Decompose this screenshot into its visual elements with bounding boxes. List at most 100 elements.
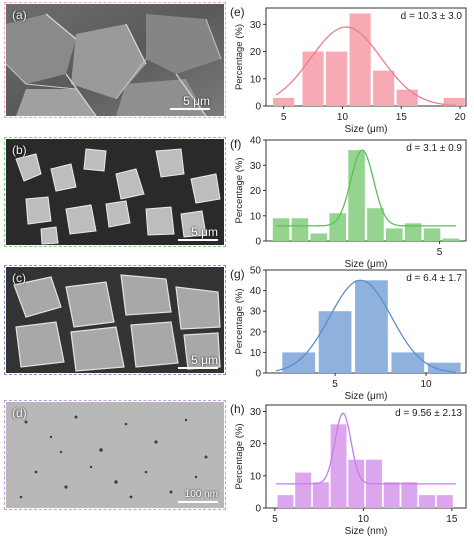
y-axis-label: Percentage (%): [234, 157, 245, 223]
scale-bar-c: [178, 367, 218, 369]
scale-label-a: 5 μm: [183, 94, 210, 108]
scale-label-b: 5 μm: [191, 225, 218, 239]
stat-label: d = 6.4 ± 1.7: [406, 273, 462, 284]
sem-panel-letter-c: (c): [12, 271, 26, 285]
histogram-bar: [272, 218, 290, 241]
histogram-bar: [318, 311, 352, 373]
sem-panel-letter-a: (a): [12, 8, 27, 22]
sem-texture-d: [6, 402, 224, 508]
gaussian-fit-line: [275, 279, 457, 373]
x-axis-label: Size (μm): [345, 259, 388, 270]
histogram-bar: [373, 70, 395, 106]
y-tick-label: 30: [250, 307, 262, 318]
sem-texture-c: [6, 267, 224, 373]
y-tick-label: 50: [250, 266, 262, 277]
x-tick-label: 10: [358, 514, 370, 525]
x-axis-label: Size (μm): [345, 124, 388, 135]
scale-label-d: 100 nm: [184, 489, 218, 500]
x-tick-label: 5: [437, 247, 443, 258]
histogram-bar: [383, 482, 400, 508]
histogram-bar: [386, 228, 403, 241]
y-tick-label: 20: [250, 47, 262, 58]
stat-label: d = 10.3 ± 3.0: [401, 11, 463, 22]
y-tick-label: 10: [250, 211, 262, 222]
histogram-bar: [277, 495, 294, 508]
stat-label: d = 3.1 ± 0.9: [406, 143, 462, 154]
y-tick-label: 0: [255, 504, 261, 515]
histogram-bar: [329, 213, 346, 241]
y-tick-label: 30: [250, 407, 262, 418]
histogram-bar: [295, 472, 312, 508]
gaussian-fit-line: [276, 149, 456, 227]
histogram-bar: [282, 352, 316, 373]
y-tick-label: 20: [250, 186, 262, 197]
y-tick-label: 20: [250, 439, 262, 450]
histogram-bar: [310, 233, 328, 241]
x-tick-label: 15: [396, 112, 408, 123]
sem-texture-b: [6, 139, 224, 245]
scale-bar-a: [170, 108, 210, 110]
scale-bar-d: [178, 501, 218, 503]
histogram-bar: [401, 482, 418, 508]
y-tick-label: 30: [250, 161, 262, 172]
histogram-bar: [442, 238, 460, 241]
sem-image-a: (a) 5 μm: [6, 4, 224, 116]
histogram-bar: [355, 280, 388, 373]
y-tick-label: 10: [250, 471, 262, 482]
histogram-bar: [348, 459, 365, 508]
scale-label-c: 5 μm: [191, 353, 218, 367]
scale-bar-b: [178, 239, 218, 241]
histogram-bar: [419, 495, 436, 508]
histogram-bar: [404, 223, 422, 241]
histogram-bar: [436, 495, 453, 508]
histogram-bar: [391, 352, 425, 373]
histogram-bar: [423, 228, 441, 241]
y-axis-label: Percentage (%): [234, 423, 245, 489]
y-tick-label: 0: [255, 237, 261, 248]
sem-panel-letter-b: (b): [12, 143, 27, 157]
histogram-bar: [326, 51, 348, 106]
y-tick-label: 0: [255, 102, 261, 113]
y-axis-label: Percentage (%): [234, 24, 245, 90]
histogram-bar: [312, 482, 329, 508]
sem-image-b: (b) 5 μm: [6, 139, 224, 245]
y-tick-label: 0: [255, 369, 261, 380]
histogram-bar: [348, 150, 365, 241]
histogram-bar: [291, 218, 309, 241]
gaussian-fit-line: [276, 412, 456, 485]
x-tick-label: 5: [281, 112, 287, 123]
histogram-bar: [367, 208, 384, 241]
y-tick-label: 40: [250, 286, 262, 297]
x-axis-label: Size (nm): [345, 526, 388, 537]
histogram-bar: [330, 424, 347, 508]
stat-label: d = 9.56 ± 2.13: [395, 408, 462, 419]
y-tick-label: 20: [250, 327, 262, 338]
y-axis-label: Percentage (%): [234, 288, 245, 354]
x-axis-label: Size (μm): [345, 391, 388, 402]
histogram-bar: [443, 97, 465, 106]
y-tick-label: 40: [250, 136, 262, 147]
y-tick-label: 10: [250, 74, 262, 85]
gaussian-fit-line: [275, 26, 457, 107]
x-tick-label: 5: [332, 379, 338, 390]
panel-label: (e): [230, 5, 245, 19]
y-tick-label: 30: [250, 20, 262, 31]
sem-panel-letter-d: (d): [12, 406, 27, 420]
x-tick-label: 10: [420, 379, 432, 390]
histogram-bar: [302, 51, 324, 106]
panel-label: (h): [230, 402, 245, 416]
histogram-bar: [396, 89, 418, 106]
histogram-bar: [349, 13, 371, 107]
histogram-bar: [427, 362, 461, 373]
sem-texture-a: [6, 4, 224, 116]
x-tick-label: 5: [272, 514, 278, 525]
y-tick-label: 10: [250, 348, 262, 359]
x-tick-label: 15: [446, 514, 458, 525]
x-tick-label: 10: [337, 112, 349, 123]
histogram-bar: [273, 97, 295, 106]
sem-image-d: (d) 100 nm: [6, 402, 224, 508]
panel-label: (g): [230, 267, 245, 281]
panel-label: (f): [230, 137, 241, 151]
sem-image-c: (c) 5 μm: [6, 267, 224, 373]
